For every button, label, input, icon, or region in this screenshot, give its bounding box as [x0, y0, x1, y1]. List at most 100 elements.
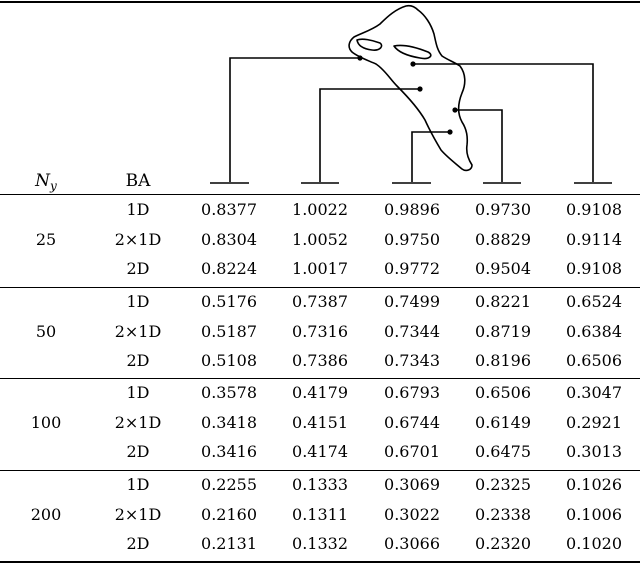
table-cell: 0.9108: [566, 200, 622, 219]
table-cell: 0.7499: [384, 292, 440, 311]
ba-label: 2×1D: [114, 229, 162, 249]
ba-label: 1D: [126, 475, 150, 494]
table-cell: 1.0052: [292, 229, 348, 249]
table-cell: 0.4179: [292, 383, 348, 402]
ny-subscript: y: [50, 179, 57, 193]
table-cell: 0.2131: [201, 534, 257, 553]
ny-symbol: N: [35, 171, 51, 191]
table-cell: 0.6506: [566, 351, 622, 370]
table-cell: 0.5187: [201, 321, 257, 341]
table-cell: 0.7386: [292, 351, 348, 370]
ba-label: 2D: [126, 259, 150, 278]
table-cell: 0.1311: [292, 504, 348, 524]
table-cell: 0.9504: [475, 259, 531, 278]
ba-label: 2×1D: [114, 412, 162, 432]
table-cell: 0.2338: [475, 504, 531, 524]
table-cell: 0.6793: [384, 383, 440, 402]
table-cell: 0.2320: [475, 534, 531, 553]
table-cell: 0.8829: [475, 229, 531, 249]
table-cell: 0.3022: [384, 504, 440, 524]
ba-label: 2D: [126, 351, 150, 370]
table-cell: 0.9772: [384, 259, 440, 278]
table-cell: 0.9114: [566, 229, 622, 249]
table-cell: 0.3047: [566, 383, 622, 402]
region-map-diagram: [210, 4, 612, 184]
table-cell: 0.1006: [566, 504, 622, 524]
header-rule: [0, 194, 640, 195]
table-cell: 0.6149: [475, 412, 531, 432]
table-cell: 0.8221: [475, 292, 531, 311]
ba-label: 1D: [126, 200, 150, 219]
table-cell: 0.2160: [201, 504, 257, 524]
table-cell: 0.2325: [475, 475, 531, 494]
location-point-2: [417, 86, 423, 92]
table-cell: 0.5108: [201, 351, 257, 370]
table-cell: 0.6744: [384, 412, 440, 432]
table-cell: 0.1333: [292, 475, 348, 494]
table-cell: 0.4151: [292, 412, 348, 432]
table-cell: 0.1026: [566, 475, 622, 494]
ny-value: 50: [35, 321, 57, 341]
table-cell: 0.9730: [475, 200, 531, 219]
group-separator: [0, 470, 640, 471]
ny-value: 25: [35, 229, 57, 249]
table-cell: 0.8196: [475, 351, 531, 370]
table-cell: 0.9750: [384, 229, 440, 249]
table-cell: 0.3066: [384, 534, 440, 553]
table-cell: 0.6701: [384, 442, 440, 461]
location-point-4: [452, 107, 458, 113]
table-cell: 0.8377: [201, 200, 257, 219]
ba-label: 2×1D: [114, 321, 162, 341]
table-cell: 0.7316: [292, 321, 348, 341]
table-cell: 0.8304: [201, 229, 257, 249]
ba-label: 2D: [126, 534, 150, 553]
ba-label: 2×1D: [114, 504, 162, 524]
table-cell: 1.0022: [292, 200, 348, 219]
table-cell: 0.7387: [292, 292, 348, 311]
connector-col-4: [455, 109, 503, 182]
table-cell: 0.4174: [292, 442, 348, 461]
table-cell: 0.1332: [292, 534, 348, 553]
table-cell: 0.6384: [566, 321, 622, 341]
top-rule: [0, 1, 640, 3]
table-cell: 0.3578: [201, 383, 257, 402]
table-cell: 0.6475: [475, 442, 531, 461]
table-cell: 0.5176: [201, 292, 257, 311]
table-cell: 0.8719: [475, 321, 531, 341]
location-point-5: [410, 61, 416, 67]
ny-value: 100: [30, 412, 62, 432]
connector-col-1: [229, 57, 360, 182]
lake-shape: [393, 44, 432, 60]
table-cell: 0.2255: [201, 475, 257, 494]
table-cell: 0.6506: [475, 383, 531, 402]
table-cell: 0.3069: [384, 475, 440, 494]
connector-col-2: [319, 88, 420, 182]
ba-label: 1D: [126, 292, 150, 311]
table-cell: 0.1020: [566, 534, 622, 553]
table-cell: 0.6524: [566, 292, 622, 311]
table-cell: 0.8224: [201, 259, 257, 278]
group-separator: [0, 378, 640, 379]
table-cell: 0.3418: [201, 412, 257, 432]
table-cell: 0.7344: [384, 321, 440, 341]
ny-header: Ny: [35, 171, 57, 196]
ba-label: 1D: [126, 383, 150, 402]
table-cell: 0.7343: [384, 351, 440, 370]
table-cell: 0.9896: [384, 200, 440, 219]
table-cell: 0.9108: [566, 259, 622, 278]
table-cell: 0.3013: [566, 442, 622, 461]
bottom-rule: [0, 561, 640, 563]
location-point-1: [357, 55, 363, 61]
continent-outline: [348, 4, 473, 172]
location-point-3: [447, 129, 453, 135]
ba-header: BA: [125, 171, 151, 191]
table-cell: 0.2921: [566, 412, 622, 432]
table-cell: 1.0017: [292, 259, 348, 278]
connector-col-5: [413, 63, 594, 182]
group-separator: [0, 287, 640, 288]
lake-shape: [356, 38, 383, 51]
ba-label: 2D: [126, 442, 150, 461]
table-cell: 0.3416: [201, 442, 257, 461]
connector-col-3: [411, 131, 450, 182]
